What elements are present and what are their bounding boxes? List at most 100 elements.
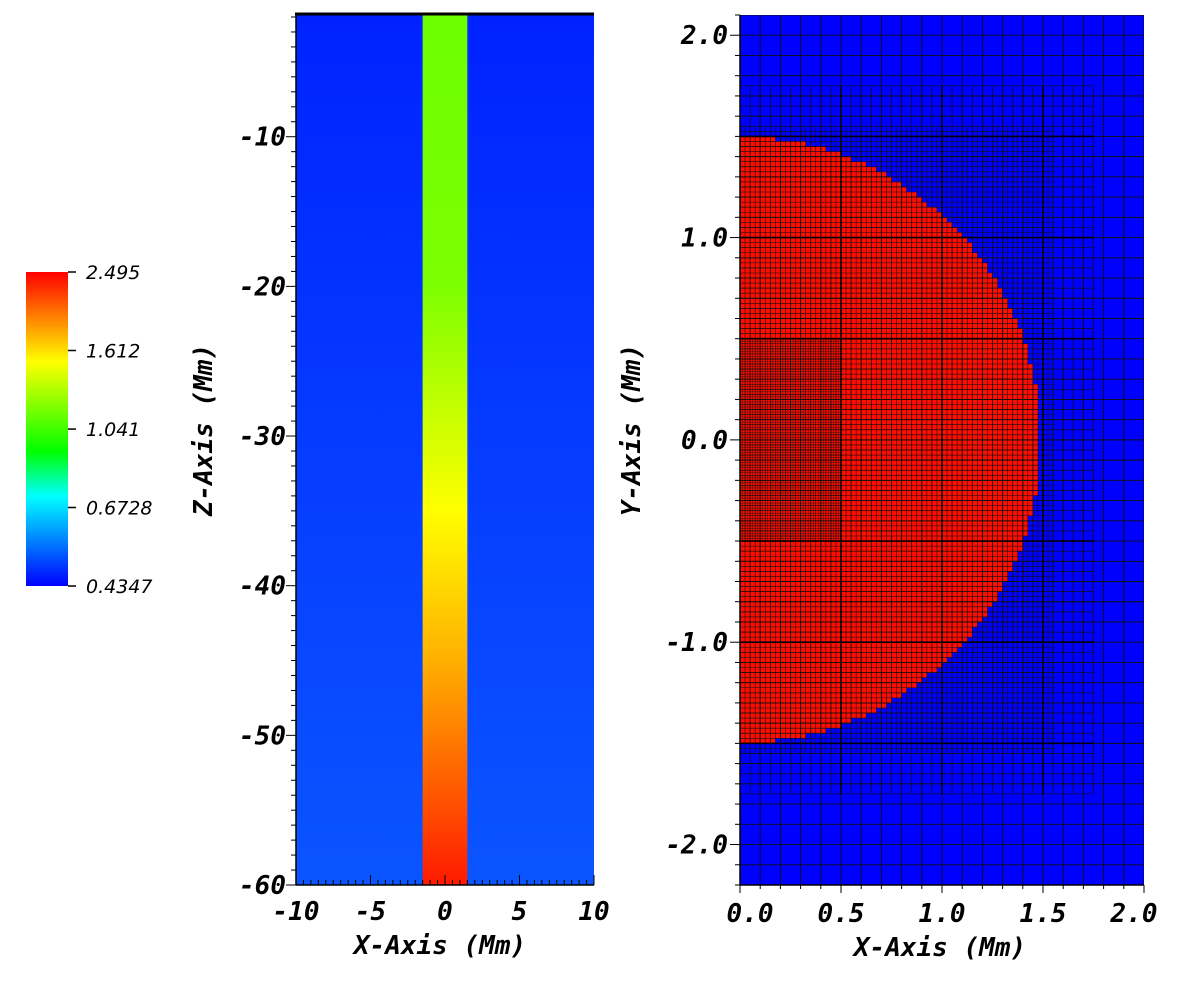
right-y-axis-title: Y-Axis (Mm) <box>617 344 647 516</box>
right-panel: 2.0 1.0 0.0 -1.0 -2.0 0.0 0.5 1.0 1.5 2.0 X-Axis … <box>617 14 1158 963</box>
left-y-tick-label: -10 <box>239 123 286 153</box>
left-y-tick-label: -30 <box>239 422 286 452</box>
colorbar-label: 0.4347 <box>86 576 152 598</box>
disc-strip <box>740 343 1028 349</box>
disc-strip <box>740 252 978 258</box>
disc-strip <box>740 278 998 284</box>
disc-strip <box>740 515 1028 521</box>
disc-strip <box>740 323 1018 329</box>
disc-strip <box>740 399 1038 405</box>
disc-strip <box>740 404 1038 410</box>
block-boundaries <box>740 85 1094 794</box>
disc-strip <box>740 262 988 268</box>
right-axes: 2.0 1.0 0.0 -1.0 -2.0 0.0 0.5 1.0 1.5 2.0 <box>665 14 1158 929</box>
right-y-tick-label: 1.0 <box>681 224 728 254</box>
right-y-tick-label: -1.0 <box>665 628 728 658</box>
disc-strip <box>740 419 1038 425</box>
disc-strip <box>740 530 1028 536</box>
disc-strip <box>740 171 887 177</box>
disc-strip <box>740 227 958 233</box>
disc-strip <box>740 606 988 612</box>
right-x-tick-label: 0.5 <box>818 899 865 929</box>
left-x-tick-label: -10 <box>273 897 320 927</box>
disc-strip <box>740 520 1028 526</box>
left-y-tick-label: -60 <box>239 871 286 901</box>
grid-block <box>740 338 842 542</box>
disc-strip <box>740 465 1038 471</box>
disc-strip <box>740 358 1028 365</box>
disc-strip <box>740 637 968 643</box>
left-x-tick-label: -5 <box>355 897 386 927</box>
disc-strip <box>740 141 806 147</box>
right-x-tick-label: 0.0 <box>727 899 774 929</box>
disc-strip <box>740 591 998 597</box>
left-y-tick-label: -40 <box>239 572 286 602</box>
disc-strip <box>740 682 917 688</box>
disc-strip <box>740 571 1008 577</box>
disc-strip <box>740 434 1038 440</box>
disc-strip <box>740 551 1018 557</box>
disc-strip <box>740 202 927 208</box>
disc-strip <box>740 460 1038 466</box>
disc-strip <box>740 207 937 213</box>
disc-strip <box>740 394 1038 400</box>
right-y-tick-label: 0.0 <box>681 426 728 456</box>
left-axes: -10-20-30-40-50-60-10 -5 0 5 10 <box>239 14 610 927</box>
colorbar: 2.495 1.612 1.041 0.6728 0.4347 <box>26 262 152 598</box>
disc-strip <box>740 525 1028 531</box>
disc-strip <box>740 267 988 273</box>
amr-grid <box>740 15 1144 885</box>
grid-block <box>740 126 1054 754</box>
disc-strip <box>740 611 988 617</box>
disc-strip <box>740 136 776 142</box>
disc-strip <box>740 647 958 653</box>
right-x-tick-label: 2.0 <box>1110 899 1158 929</box>
colorbar-ticks: 2.495 1.612 1.041 0.6728 0.4347 <box>68 262 152 598</box>
disc-strip <box>740 455 1038 461</box>
disc-strip <box>740 738 776 744</box>
disc-strip <box>740 713 867 719</box>
colorbar-gradient <box>26 272 68 586</box>
right-y-tick-label: -2.0 <box>665 831 728 861</box>
disc-strip <box>740 490 1038 496</box>
disc-strip <box>740 166 877 172</box>
left-x-tick-label: 0 <box>437 897 453 927</box>
disc-strip <box>740 161 867 167</box>
right-x-tick-label: 1.5 <box>1020 899 1067 929</box>
disc-strip <box>740 237 968 243</box>
disc-strip <box>740 485 1038 491</box>
disc-strip <box>740 728 826 734</box>
disc-strip <box>740 384 1038 390</box>
colorbar-label: 1.041 <box>86 419 140 441</box>
disc-strip <box>740 389 1038 395</box>
left-x-axis-title: X-Axis (Mm) <box>352 931 526 961</box>
disc-strip <box>740 409 1038 415</box>
right-x-axis-title: X-Axis (Mm) <box>852 933 1026 963</box>
colorbar-label: 1.612 <box>86 340 140 362</box>
disc-strip <box>740 217 948 223</box>
right-y-tick-label: 2.0 <box>680 21 728 51</box>
left-y-tick-label: -50 <box>239 721 286 751</box>
disc-strip <box>740 414 1038 420</box>
disc-strip <box>740 186 907 193</box>
disc-strip <box>740 192 917 198</box>
disc-strip <box>740 146 826 152</box>
disc-strip <box>740 353 1028 359</box>
disc-strip <box>740 556 1018 562</box>
disc-strip <box>740 667 937 673</box>
disc-strip <box>740 444 1038 450</box>
disc-strip <box>740 424 1038 430</box>
disc-strip <box>740 303 1008 309</box>
disc-strip <box>740 707 877 714</box>
disc-strip <box>740 672 927 678</box>
left-panel: -10-20-30-40-50-60-10 -5 0 5 10 X-Axis (Mm) … <box>189 12 610 961</box>
left-x-tick-label: 5 <box>512 897 528 927</box>
disc-strip <box>740 439 1038 445</box>
disc-strip <box>740 450 1038 456</box>
disc-strip <box>740 596 998 602</box>
disc-strip <box>740 470 1038 476</box>
colorbar-label: 2.495 <box>86 262 140 284</box>
disc-strip <box>740 480 1038 486</box>
disc-strip <box>740 733 806 739</box>
disc-strip <box>740 283 998 289</box>
